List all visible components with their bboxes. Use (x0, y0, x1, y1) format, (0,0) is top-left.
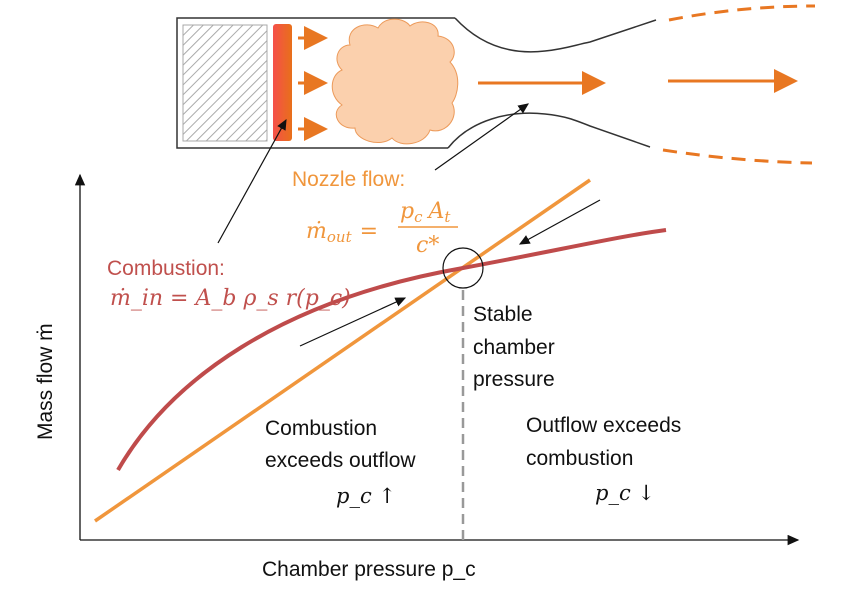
plume-upper (668, 4, 816, 22)
equilibrium-circle (442, 247, 484, 289)
eq-denominator: c* (416, 233, 439, 258)
chamber-wall (176, 17, 455, 149)
gas-arrows (298, 26, 328, 141)
nozzle-lower-wall (447, 112, 651, 149)
propellant-grain (182, 24, 268, 142)
stable-label: Stable chamber pressure (473, 303, 555, 391)
svg-text:p_c ↓: p_c ↓ (595, 481, 655, 505)
svg-text:chamber: chamber (473, 336, 555, 359)
right-region-label: Outflow exceeds combustion p_c ↓ (526, 414, 681, 505)
nozzle-equation: ṁout = pc At c* (306, 199, 458, 258)
nozzle-flow-line (94, 178, 591, 523)
nozzle-label: Nozzle flow: (292, 168, 405, 191)
nozzle-pointer (434, 103, 529, 171)
svg-text:pressure: pressure (473, 368, 555, 391)
decrease-arrow (518, 199, 601, 245)
y-axis-label: Mass flow ṁ (34, 323, 57, 440)
combustion-label: Combustion: (107, 257, 225, 280)
rocket-motor (176, 4, 816, 165)
svg-text:Stable: Stable (473, 303, 533, 326)
eq-lhs: ṁout = (306, 219, 378, 246)
left-region-label: Combustion exceeds outflow p_c ↑ (265, 417, 416, 508)
burning-surface (273, 24, 292, 141)
combustion-cloud-icon (331, 18, 459, 145)
nozzle-upper-wall (454, 17, 657, 53)
svg-text:p_c ↑: p_c ↑ (336, 484, 396, 508)
svg-text:exceeds outflow: exceeds outflow (265, 449, 416, 472)
x-axis-label: Chamber pressure p_c (262, 558, 476, 581)
svg-text:combustion: combustion (526, 447, 633, 470)
svg-text:Outflow exceeds: Outflow exceeds (526, 414, 681, 437)
combustion-curve (116, 228, 667, 472)
eq-numerator: pc At (400, 199, 451, 226)
svg-text:Combustion: Combustion (265, 417, 377, 440)
combustion-equation: ṁ_in = A_b ρ_s r(p_c) (110, 286, 351, 311)
combustion-pointer (217, 118, 287, 244)
increase-arrow (299, 297, 407, 347)
plume-lower (662, 148, 813, 165)
